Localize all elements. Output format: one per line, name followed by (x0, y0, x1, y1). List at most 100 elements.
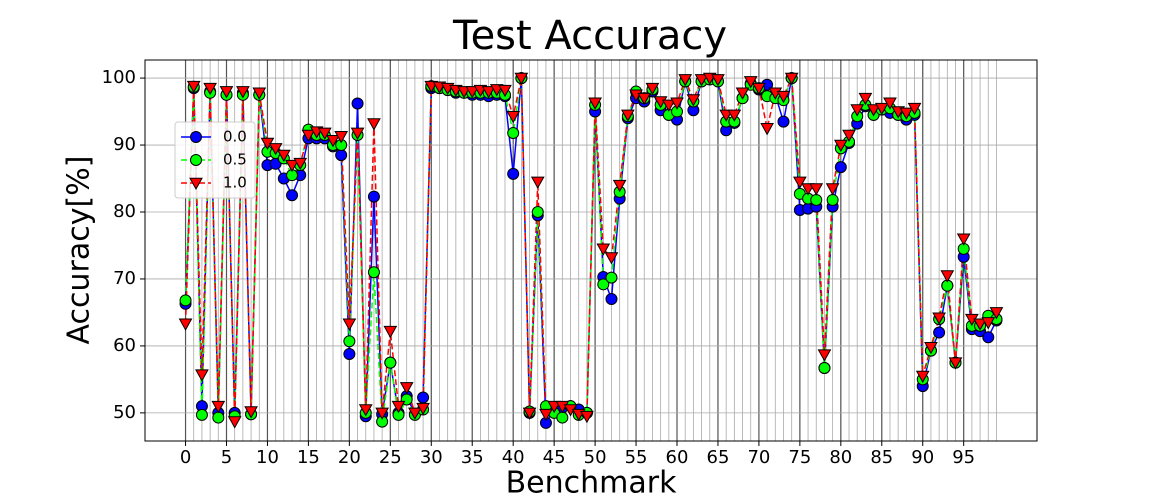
marker (752, 82, 766, 96)
x-tick-label: 45 (543, 447, 566, 468)
marker (244, 406, 258, 419)
legend-label: 0.5 (223, 151, 247, 169)
marker (522, 407, 537, 420)
marker (596, 243, 611, 256)
y-tick-label: 90 (113, 134, 136, 155)
x-tick-label: 80 (829, 447, 852, 468)
marker (932, 312, 946, 325)
marker (612, 179, 627, 193)
marker (637, 92, 652, 106)
plot-frame (144, 59, 1038, 442)
marker (842, 129, 856, 143)
x-tick-label: 20 (338, 447, 361, 468)
x-tick-label: 30 (420, 447, 443, 468)
marker (335, 149, 348, 162)
marker (399, 382, 414, 395)
marker (301, 129, 316, 143)
x-tick-label: 15 (297, 447, 320, 468)
x-axis-label: Benchmark (506, 466, 678, 501)
marker (383, 325, 398, 339)
marker (539, 408, 553, 422)
marker (817, 349, 832, 362)
marker (760, 122, 774, 136)
marker (212, 411, 225, 424)
marker (203, 82, 217, 96)
x-tick-label: 90 (911, 447, 934, 468)
marker (367, 266, 380, 279)
marker (507, 126, 520, 139)
marker (178, 318, 193, 331)
marker (408, 407, 422, 420)
y-tick-label: 80 (113, 201, 136, 222)
marker (588, 97, 602, 110)
y-tick-label: 50 (113, 402, 136, 423)
marker (907, 102, 922, 116)
marker (711, 74, 725, 87)
legend-marker (189, 177, 203, 191)
marker (268, 143, 283, 156)
marker (351, 97, 364, 110)
legend: 0.0 0.5 1.0 (174, 121, 256, 199)
y-tick-label: 100 (102, 67, 136, 88)
marker (727, 109, 742, 122)
marker (981, 317, 996, 330)
chart-title: Test Accuracy (452, 13, 727, 59)
marker (457, 86, 471, 99)
marker (276, 149, 291, 163)
marker (777, 115, 790, 128)
marker (236, 86, 250, 99)
marker (530, 176, 545, 189)
marker (810, 193, 823, 206)
marker (858, 92, 873, 106)
marker (735, 87, 750, 100)
legend-label: 0.0 (223, 128, 247, 146)
marker (899, 107, 914, 120)
marker (334, 131, 349, 144)
marker (670, 97, 684, 110)
marker (605, 271, 618, 284)
marker (866, 104, 881, 117)
marker (678, 74, 693, 87)
marker (375, 407, 389, 420)
marker (793, 176, 807, 189)
marker (417, 391, 430, 404)
x-tick-label: 70 (747, 447, 770, 468)
marker (293, 157, 308, 171)
marker (195, 369, 209, 382)
marker (186, 80, 201, 94)
marker (915, 370, 930, 384)
marker (252, 87, 267, 100)
marker (416, 402, 430, 416)
marker (940, 270, 955, 283)
marker (883, 97, 897, 110)
legend-label: 1.0 (223, 174, 247, 192)
x-tick-label: 0 (180, 447, 191, 468)
marker (358, 404, 373, 417)
marker (694, 74, 709, 87)
x-tick-label: 95 (952, 447, 975, 468)
marker (809, 183, 824, 196)
marker (784, 72, 799, 86)
marker (531, 205, 544, 218)
marker (833, 139, 848, 153)
marker (661, 99, 676, 112)
marker (498, 84, 512, 98)
marker (580, 410, 594, 424)
marker (826, 193, 839, 206)
legend-marker (190, 131, 202, 143)
marker (286, 189, 299, 202)
marker (547, 400, 561, 414)
marker (973, 318, 987, 331)
marker (481, 86, 496, 99)
x-tick-label: 85 (870, 447, 893, 468)
y-tick-label: 60 (113, 335, 136, 356)
x-tick-label: 40 (502, 447, 525, 468)
marker (924, 341, 938, 355)
marker (989, 307, 1004, 320)
x-tick-label: 60 (666, 447, 689, 468)
marker (743, 76, 758, 89)
marker (801, 183, 815, 196)
marker (948, 357, 963, 370)
x-tick-label: 75 (788, 447, 811, 468)
